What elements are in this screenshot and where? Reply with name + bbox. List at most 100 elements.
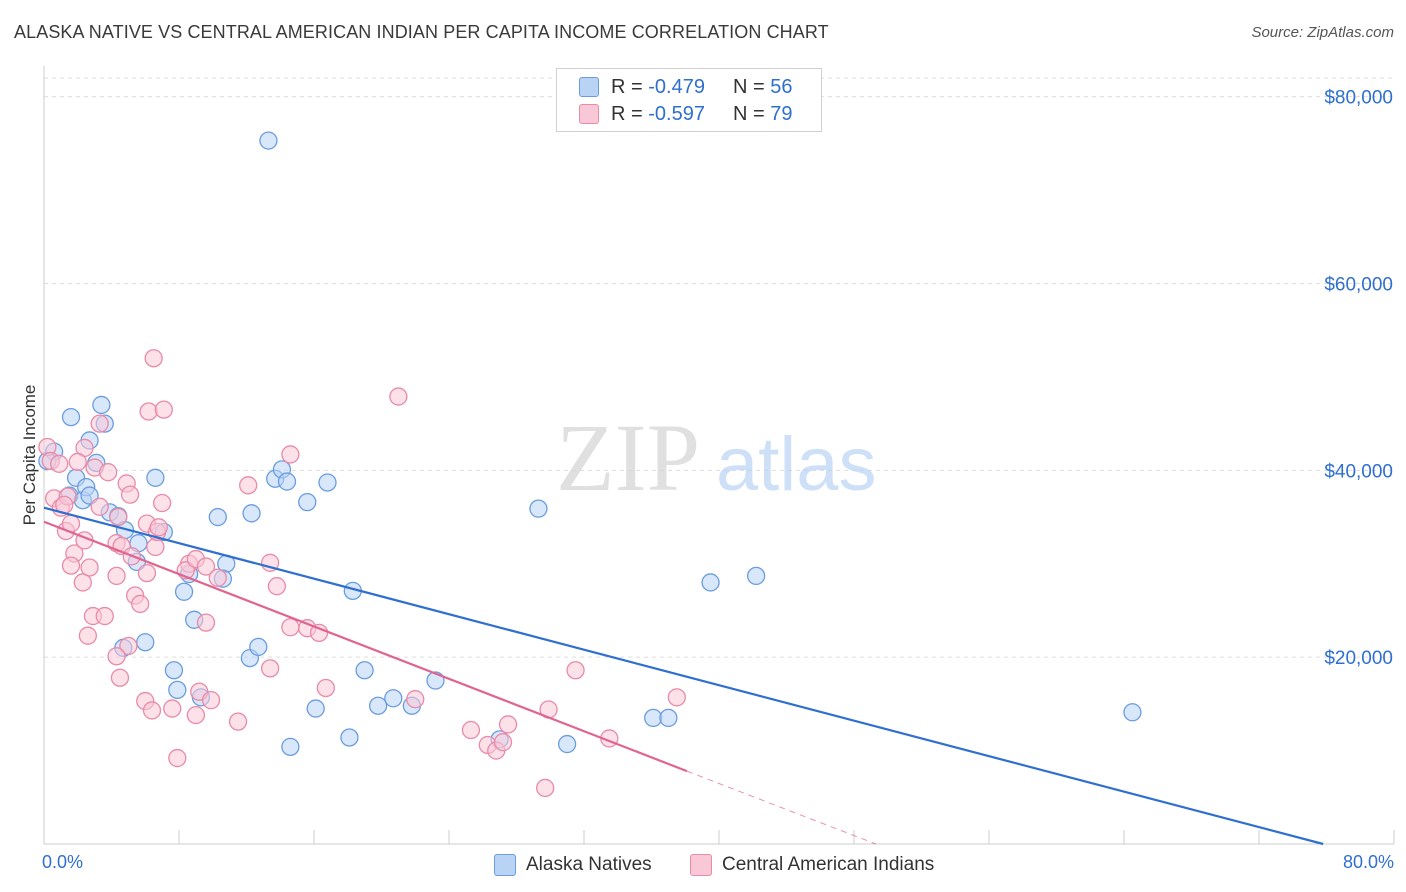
point-alaska-natives (277, 472, 297, 491)
source-credit: Source: ZipAtlas.com (1251, 24, 1394, 41)
point-alaska-natives (168, 680, 187, 700)
grid-lines (44, 77, 1394, 658)
x-tick-min: 0.0% (42, 852, 84, 872)
point-central-american-indians (107, 566, 126, 586)
legend-row-central-american: R = -0.597 N = 79 (579, 101, 792, 127)
point-central-american-indians (154, 400, 173, 419)
y-axis-label: Per Capita Income (20, 384, 39, 526)
y-tick-label: $80,000 (1324, 88, 1393, 109)
point-alaska-natives (306, 699, 325, 718)
point-central-american-indians (260, 659, 280, 678)
point-alaska-natives (368, 696, 388, 715)
point-central-american-indians (107, 647, 126, 666)
n-value-central: 79 (770, 102, 793, 125)
point-central-american-indians (119, 636, 138, 656)
point-central-american-indians (201, 690, 221, 710)
point-central-american-indians (95, 606, 114, 626)
y-tick-label: $40,000 (1324, 461, 1393, 482)
point-central-american-indians (566, 661, 585, 680)
trend-line-central-american (43, 520, 688, 773)
point-alaska-natives (281, 737, 300, 756)
x-tick-max: 80.0% (1342, 852, 1394, 872)
point-central-american-indians (239, 476, 258, 495)
point-central-american-indians (281, 618, 300, 637)
bottom-legend-alaska: Alaska Natives (494, 852, 652, 878)
legend-swatch-blue (579, 77, 599, 97)
point-central-american-indians (109, 507, 128, 527)
point-central-american-indians (98, 463, 118, 482)
n-value-alaska: 56 (770, 75, 793, 98)
bottom-swatch-blue (494, 854, 516, 876)
point-central-american-indians (144, 349, 163, 368)
trend-line-alaska-natives (43, 506, 1324, 846)
point-alaska-natives (659, 708, 678, 728)
point-central-american-indians (536, 778, 555, 798)
point-central-american-indians (406, 690, 425, 709)
point-alaska-natives (644, 708, 663, 728)
point-central-american-indians (149, 518, 168, 537)
point-alaska-natives (259, 131, 278, 150)
point-central-american-indians (90, 497, 109, 516)
point-central-american-indians (110, 668, 130, 687)
point-alaska-natives (61, 407, 81, 427)
point-alaska-natives (146, 468, 165, 487)
point-central-american-indians (78, 626, 98, 645)
point-central-american-indians (68, 452, 87, 472)
bottom-legend-central: Central American Indians (690, 852, 934, 878)
point-central-american-indians (267, 577, 287, 596)
watermark-zip: ZIP (556, 404, 700, 511)
point-central-american-indians (493, 733, 513, 752)
point-central-american-indians (389, 387, 408, 406)
point-alaska-natives (557, 734, 577, 754)
point-alaska-natives (208, 507, 227, 527)
point-central-american-indians (228, 712, 248, 731)
y-tick-labels: $80,000 $60,000 $40,000 $20,000 (1324, 88, 1393, 669)
stats-legend: R = -0.479 N = 56 R = -0.597 N = 79 (556, 68, 822, 132)
point-central-american-indians (316, 678, 335, 698)
point-central-american-indians (131, 594, 150, 614)
point-alaska-natives (746, 566, 766, 586)
point-central-american-indians (461, 720, 481, 740)
point-alaska-natives (1123, 703, 1142, 722)
point-central-american-indians (61, 556, 81, 575)
point-central-american-indians (186, 705, 206, 725)
point-central-american-indians (152, 493, 172, 513)
point-alaska-natives (242, 504, 261, 523)
point-alaska-natives (355, 661, 374, 680)
point-alaska-natives (92, 395, 111, 415)
point-central-american-indians (80, 558, 99, 577)
watermark: ZIP atlas (556, 404, 877, 511)
point-central-american-indians (208, 568, 227, 587)
point-central-american-indians (139, 402, 158, 421)
point-central-american-indians (196, 557, 216, 576)
point-central-american-indians (142, 701, 162, 720)
trend-lines (43, 506, 1324, 846)
point-central-american-indians (163, 699, 182, 718)
r-value-central: -0.597 (648, 102, 705, 125)
point-central-american-indians (667, 688, 686, 707)
point-alaska-natives (249, 637, 268, 657)
point-central-american-indians (146, 537, 165, 557)
point-alaska-natives (318, 473, 337, 492)
point-central-american-indians (498, 715, 518, 734)
chart-title: ALASKA NATIVE VS CENTRAL AMERICAN INDIAN… (14, 22, 829, 42)
point-alaska-natives (529, 499, 548, 518)
point-central-american-indians (281, 445, 300, 464)
point-alaska-natives (384, 689, 403, 708)
point-alaska-natives (136, 633, 155, 652)
point-central-american-indians (196, 613, 216, 632)
legend-row-alaska-natives: R = -0.479 N = 56 (579, 74, 792, 100)
point-alaska-natives (701, 573, 720, 592)
y-tick-label: $20,000 (1324, 648, 1393, 669)
point-central-american-indians (90, 414, 109, 433)
watermark-atlas: atlas (716, 422, 877, 507)
point-central-american-indians (50, 454, 69, 473)
point-central-american-indians (120, 485, 140, 504)
point-central-american-indians (73, 573, 92, 592)
point-central-american-indians (137, 563, 157, 583)
point-central-american-indians (168, 748, 187, 768)
legend-swatch-pink (579, 104, 599, 124)
point-alaska-natives (174, 582, 194, 601)
point-alaska-natives (298, 492, 317, 512)
